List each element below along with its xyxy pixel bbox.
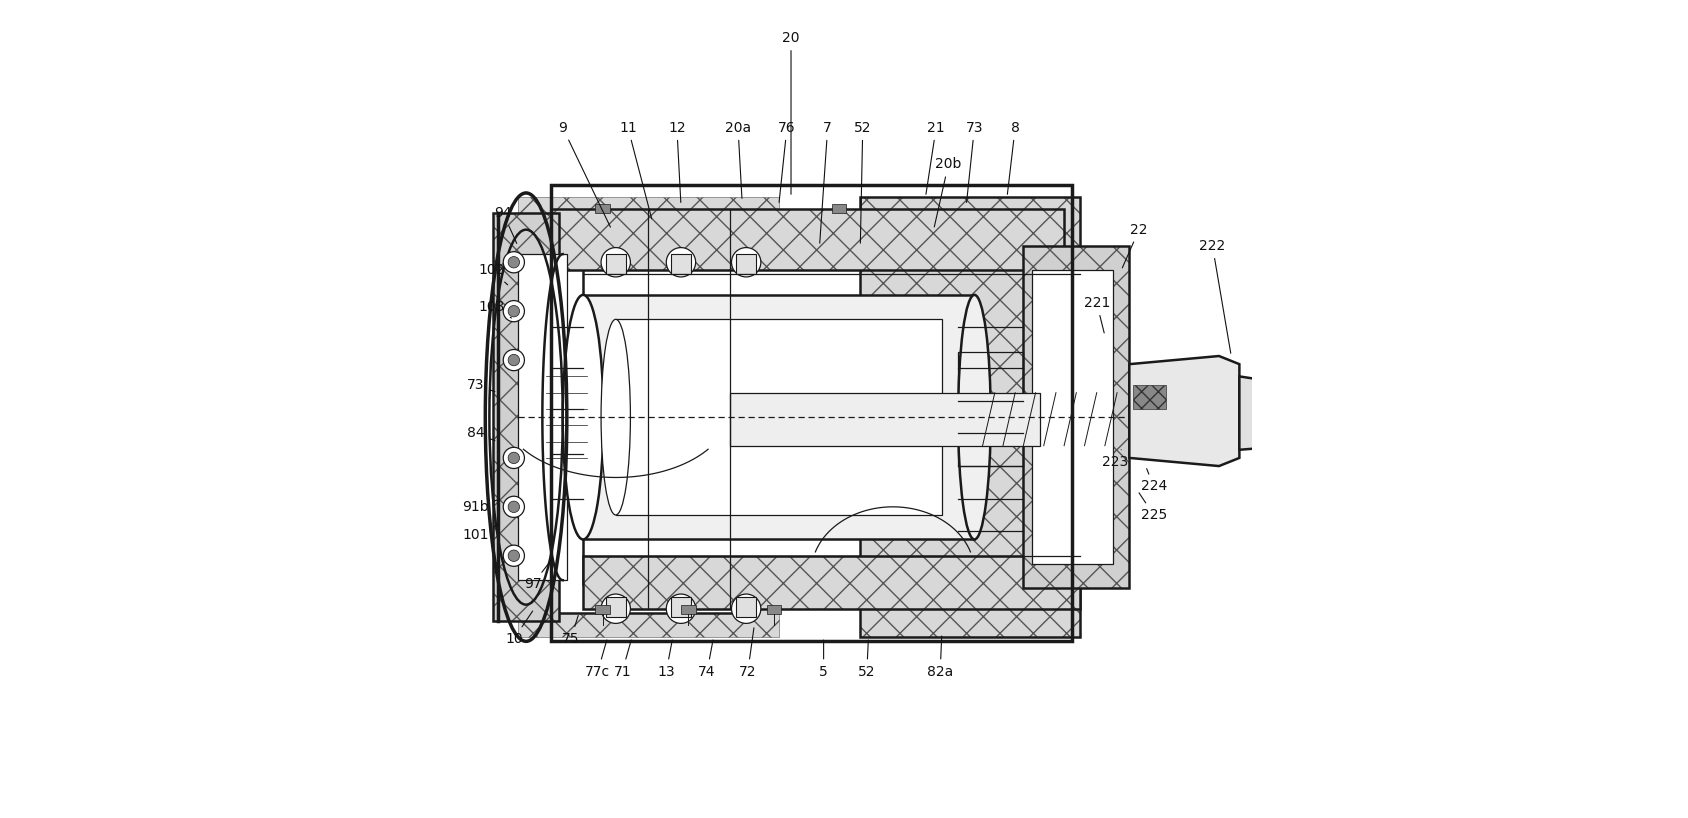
Text: 12: 12 (668, 121, 685, 202)
Bar (1133, 384, 1166, 409)
Bar (550, 209, 1063, 271)
Bar (736, 254, 756, 275)
Text: 71: 71 (613, 640, 631, 678)
Text: 8: 8 (1008, 121, 1020, 195)
Bar (766, 605, 782, 614)
Bar (832, 204, 846, 213)
Text: 91b: 91b (463, 500, 500, 514)
Bar (518, 254, 567, 580)
Text: 74: 74 (699, 640, 716, 678)
Bar (1023, 246, 1129, 588)
Text: 97: 97 (523, 558, 554, 591)
Bar (596, 605, 609, 614)
Bar (606, 596, 626, 617)
Bar (736, 596, 756, 617)
Circle shape (503, 447, 525, 469)
Text: 75: 75 (562, 615, 579, 646)
Text: 225: 225 (1139, 492, 1166, 522)
Circle shape (508, 305, 520, 317)
Circle shape (667, 248, 695, 277)
Text: 222: 222 (1200, 239, 1231, 353)
Ellipse shape (562, 294, 604, 539)
Polygon shape (1129, 356, 1239, 466)
Bar (616, 319, 942, 515)
Bar (959, 417, 1023, 466)
Bar (550, 185, 1072, 641)
Circle shape (731, 594, 761, 623)
Bar (861, 197, 1080, 637)
Bar (672, 254, 690, 275)
Text: 221: 221 (1084, 296, 1111, 333)
Bar (861, 197, 1080, 637)
Bar (550, 209, 1063, 271)
Text: 9: 9 (559, 121, 611, 227)
Bar (606, 254, 626, 275)
Bar (1031, 271, 1112, 564)
Text: 13: 13 (657, 640, 675, 678)
Text: 52: 52 (854, 121, 871, 243)
Bar (959, 352, 1023, 401)
Text: 73: 73 (966, 121, 982, 202)
Text: 101: 101 (463, 524, 500, 542)
Ellipse shape (601, 319, 630, 515)
Text: 22: 22 (1123, 222, 1148, 267)
Bar (582, 555, 1080, 609)
Ellipse shape (959, 294, 991, 539)
Text: 52: 52 (858, 640, 876, 678)
Circle shape (601, 594, 630, 623)
Polygon shape (1239, 376, 1308, 450)
Circle shape (508, 550, 520, 561)
Text: 20a: 20a (724, 121, 751, 198)
Circle shape (503, 545, 525, 566)
Text: 103: 103 (479, 300, 511, 318)
Text: 20b: 20b (933, 157, 962, 227)
Circle shape (667, 594, 695, 623)
Text: 20: 20 (782, 31, 800, 194)
Circle shape (508, 501, 520, 513)
Bar (582, 250, 1008, 584)
Bar (672, 596, 690, 617)
Bar (493, 213, 559, 621)
Bar (493, 213, 559, 621)
Circle shape (503, 349, 525, 371)
Text: 72: 72 (739, 627, 756, 678)
Circle shape (601, 248, 630, 277)
Text: 11: 11 (619, 121, 652, 218)
Text: 5: 5 (819, 640, 829, 678)
Text: 223: 223 (1102, 450, 1128, 469)
Circle shape (503, 252, 525, 273)
Text: 73: 73 (468, 378, 495, 392)
Text: 224: 224 (1141, 469, 1166, 493)
Bar (518, 197, 778, 637)
Text: 7: 7 (820, 121, 832, 243)
Text: 76: 76 (778, 121, 795, 202)
Circle shape (503, 300, 525, 321)
Bar (1023, 246, 1129, 588)
Bar (596, 204, 609, 213)
Text: 82a: 82a (927, 636, 954, 678)
Text: 84: 84 (466, 426, 495, 441)
Bar (582, 555, 1080, 609)
Text: 94: 94 (495, 206, 517, 244)
Circle shape (508, 257, 520, 268)
Text: 10: 10 (505, 611, 533, 646)
Bar (542, 222, 755, 613)
Text: 102: 102 (479, 263, 508, 285)
Circle shape (508, 354, 520, 366)
Bar (680, 605, 695, 614)
Text: 21: 21 (927, 121, 945, 195)
Circle shape (508, 452, 520, 464)
Bar (582, 294, 974, 539)
Circle shape (503, 497, 525, 518)
Bar (729, 393, 1040, 446)
Circle shape (731, 248, 761, 277)
Text: 77c: 77c (586, 640, 611, 678)
